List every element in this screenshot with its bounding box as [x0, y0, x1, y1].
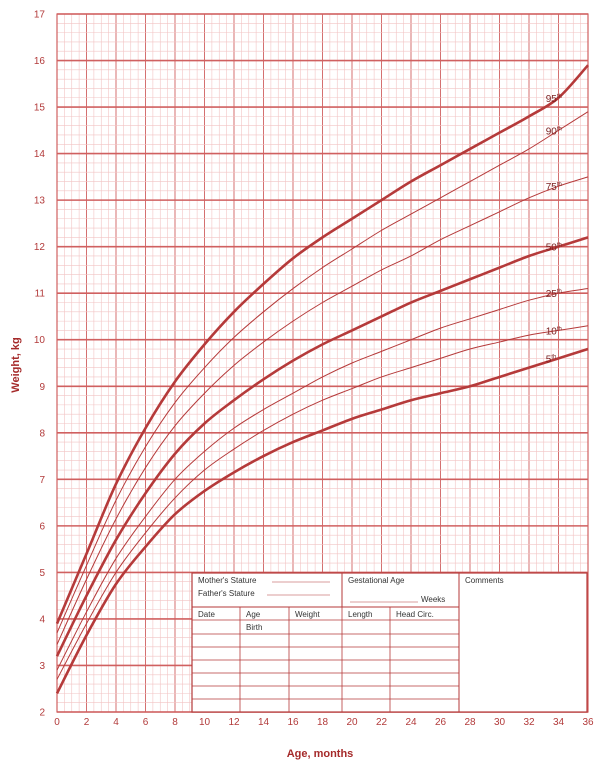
x-tick-label: 32 — [523, 717, 535, 728]
x-axis-label: Age, months — [287, 748, 354, 760]
x-tick-label: 2 — [84, 717, 90, 728]
percentile-curve-5 — [55, 347, 589, 694]
column-header-weight: Weight — [295, 610, 321, 619]
x-tick-label: 12 — [228, 717, 240, 728]
percentile-label-90: 90th — [546, 126, 562, 137]
percentile-curve-95 — [55, 64, 589, 625]
x-tick-label: 18 — [317, 717, 329, 728]
percentile-curve-90 — [56, 111, 589, 634]
y-tick-label: 10 — [34, 335, 46, 346]
y-tick-label: 7 — [39, 475, 45, 486]
comments-label: Comments — [465, 576, 504, 585]
fathers-stature-label: Father's Stature — [198, 589, 255, 598]
y-tick-label: 2 — [39, 708, 45, 719]
percentile-curves — [55, 64, 589, 694]
x-tick-label: 16 — [287, 717, 299, 728]
percentile-curve-25 — [56, 288, 589, 671]
y-tick-label: 3 — [39, 661, 45, 672]
x-tick-label: 4 — [113, 717, 119, 728]
weeks-label: Weeks — [421, 595, 445, 604]
y-tick-label: 13 — [34, 196, 46, 207]
percentile-curve-10 — [56, 325, 589, 680]
x-tick-label: 10 — [199, 717, 211, 728]
x-tick-label: 36 — [582, 717, 594, 728]
x-tick-label: 14 — [258, 717, 270, 728]
y-tick-label: 17 — [34, 10, 46, 21]
x-tick-label: 8 — [172, 717, 178, 728]
percentile-label-75: 75th — [546, 182, 562, 193]
y-axis-label: Weight, kg — [10, 337, 22, 392]
y-tick-label: 15 — [34, 103, 46, 114]
x-tick-label: 20 — [346, 717, 358, 728]
percentile-label-95: 95th — [546, 94, 562, 105]
y-tick-label: 9 — [39, 382, 45, 393]
x-tick-label: 28 — [464, 717, 476, 728]
percentile-label-50: 50th — [546, 243, 562, 254]
x-tick-label: 24 — [405, 717, 417, 728]
x-tick-label: 26 — [435, 717, 447, 728]
y-tick-label: 6 — [39, 521, 45, 532]
x-tick-label: 34 — [553, 717, 565, 728]
column-header-date: Date — [198, 610, 215, 619]
y-tick-label: 12 — [34, 242, 46, 253]
column-header-length: Length — [348, 610, 372, 619]
percentile-curve-50 — [55, 236, 589, 657]
percentile-label-5: 5th — [546, 354, 557, 365]
percentile-label-10: 10th — [546, 326, 562, 337]
form-rows — [192, 633, 459, 700]
y-tick-label: 8 — [39, 428, 45, 439]
x-tick-label: 6 — [143, 717, 149, 728]
percentile-label-25: 25th — [546, 289, 562, 300]
x-tick-label: 22 — [376, 717, 388, 728]
x-tick-label: 30 — [494, 717, 506, 728]
column-header-head-circ: Head Circ. — [396, 610, 434, 619]
gestational-age-label: Gestational Age — [348, 576, 405, 585]
percentile-curve-75 — [56, 176, 589, 645]
birth-label: Birth — [246, 623, 262, 632]
y-tick-label: 14 — [34, 149, 46, 160]
y-tick-label: 11 — [35, 289, 46, 300]
y-tick-label: 5 — [39, 568, 45, 579]
mothers-stature-label: Mother's Stature — [198, 576, 257, 585]
x-tick-label: 0 — [54, 717, 60, 728]
form-frame — [191, 572, 588, 713]
percentile-labels: 95th 90th 75th 50th 25th 10th 5th — [546, 94, 562, 366]
record-form: Mother's Stature Father's Stature Gestat… — [191, 572, 588, 713]
y-tick-label: 16 — [34, 56, 46, 67]
column-header-age: Age — [246, 610, 261, 619]
y-tick-label: 4 — [39, 614, 45, 625]
